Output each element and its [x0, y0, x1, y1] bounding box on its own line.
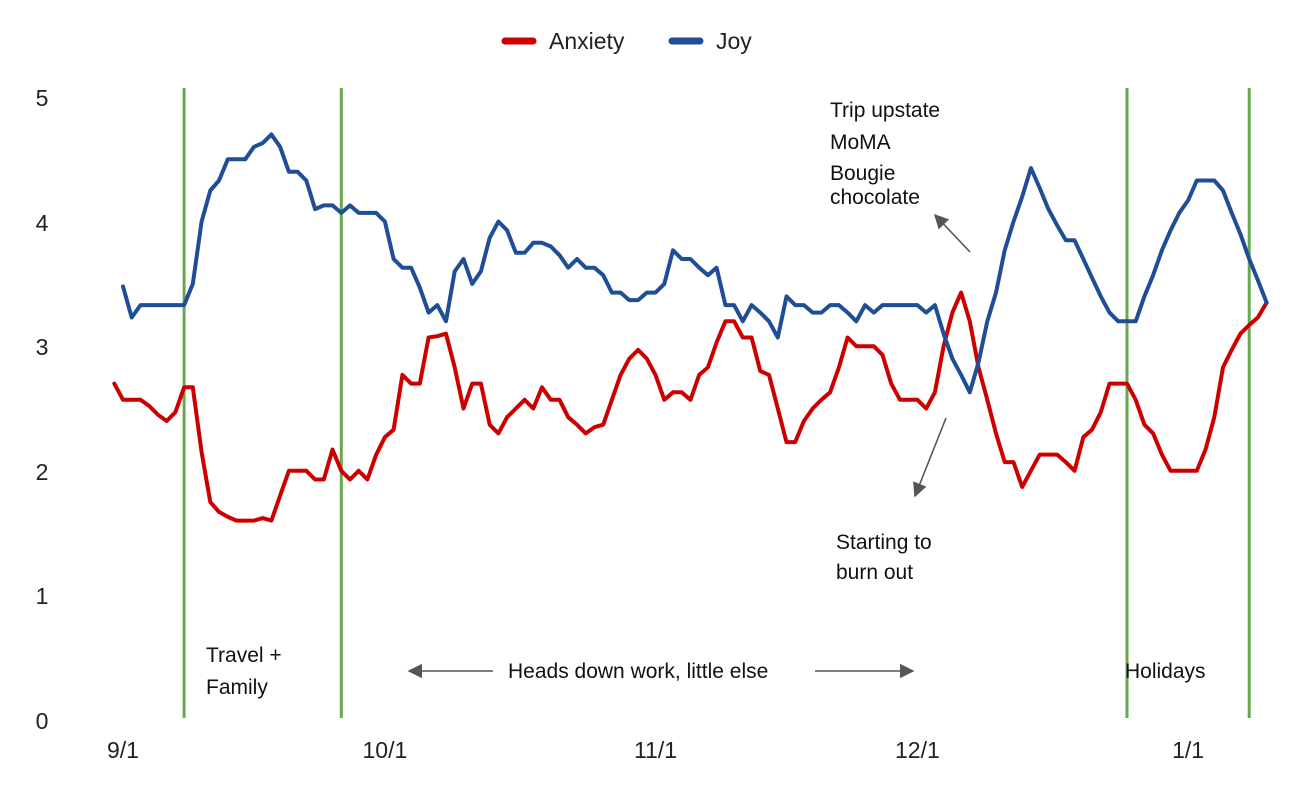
- annotation-heads-down: Heads down work, little else: [407, 660, 915, 683]
- annotation-line: Heads down work, little else: [508, 660, 768, 683]
- y-tick-label: 2: [36, 459, 49, 485]
- legend-joy-label: Joy: [716, 28, 752, 54]
- series-line-anxiety: [112, 290, 1269, 523]
- annotation-line: burn out: [836, 561, 913, 584]
- annotation-arrow: [934, 213, 971, 253]
- y-tick-label: 0: [36, 708, 49, 734]
- annotation-burn-out: Starting to burn out: [836, 417, 947, 584]
- series-line-joy: [121, 132, 1269, 395]
- x-tick-label: 12/1: [895, 737, 940, 763]
- y-axis: 0 1 2 3 4 5: [36, 85, 49, 734]
- x-tick-label: 11/1: [634, 737, 677, 763]
- annotation-line: Starting to: [836, 531, 932, 554]
- annotation-holidays: Holidays: [1125, 660, 1206, 683]
- y-tick-label: 1: [36, 583, 49, 609]
- y-tick-label: 5: [36, 85, 49, 111]
- x-tick-label: 1/1: [1172, 737, 1204, 763]
- annotation-line: chocolate: [830, 186, 920, 209]
- annotation-travel-family: Travel + Family: [206, 644, 282, 699]
- annotation-arrow: [913, 417, 947, 498]
- annotation-line: Travel +: [206, 644, 282, 667]
- y-tick-label: 4: [36, 210, 49, 236]
- x-axis: 9/1 10/1 11/1 12/1 1/1: [107, 737, 1204, 763]
- x-tick-label: 9/1: [107, 737, 139, 763]
- y-tick-label: 3: [36, 334, 49, 360]
- annotation-trip-upstate: Trip upstate MoMA Bougie chocolate: [830, 99, 971, 253]
- legend-anxiety-label: Anxiety: [549, 28, 625, 54]
- legend: Anxiety Joy: [501, 28, 752, 54]
- annotation-line: Family: [206, 676, 268, 699]
- annotation-line: Bougie: [830, 162, 895, 185]
- x-tick-label: 10/1: [363, 737, 408, 763]
- annotation-line: Trip upstate: [830, 99, 940, 122]
- annotation-line: MoMA: [830, 131, 891, 154]
- annotation-line: Holidays: [1125, 660, 1206, 683]
- event-lines: [182, 88, 1251, 718]
